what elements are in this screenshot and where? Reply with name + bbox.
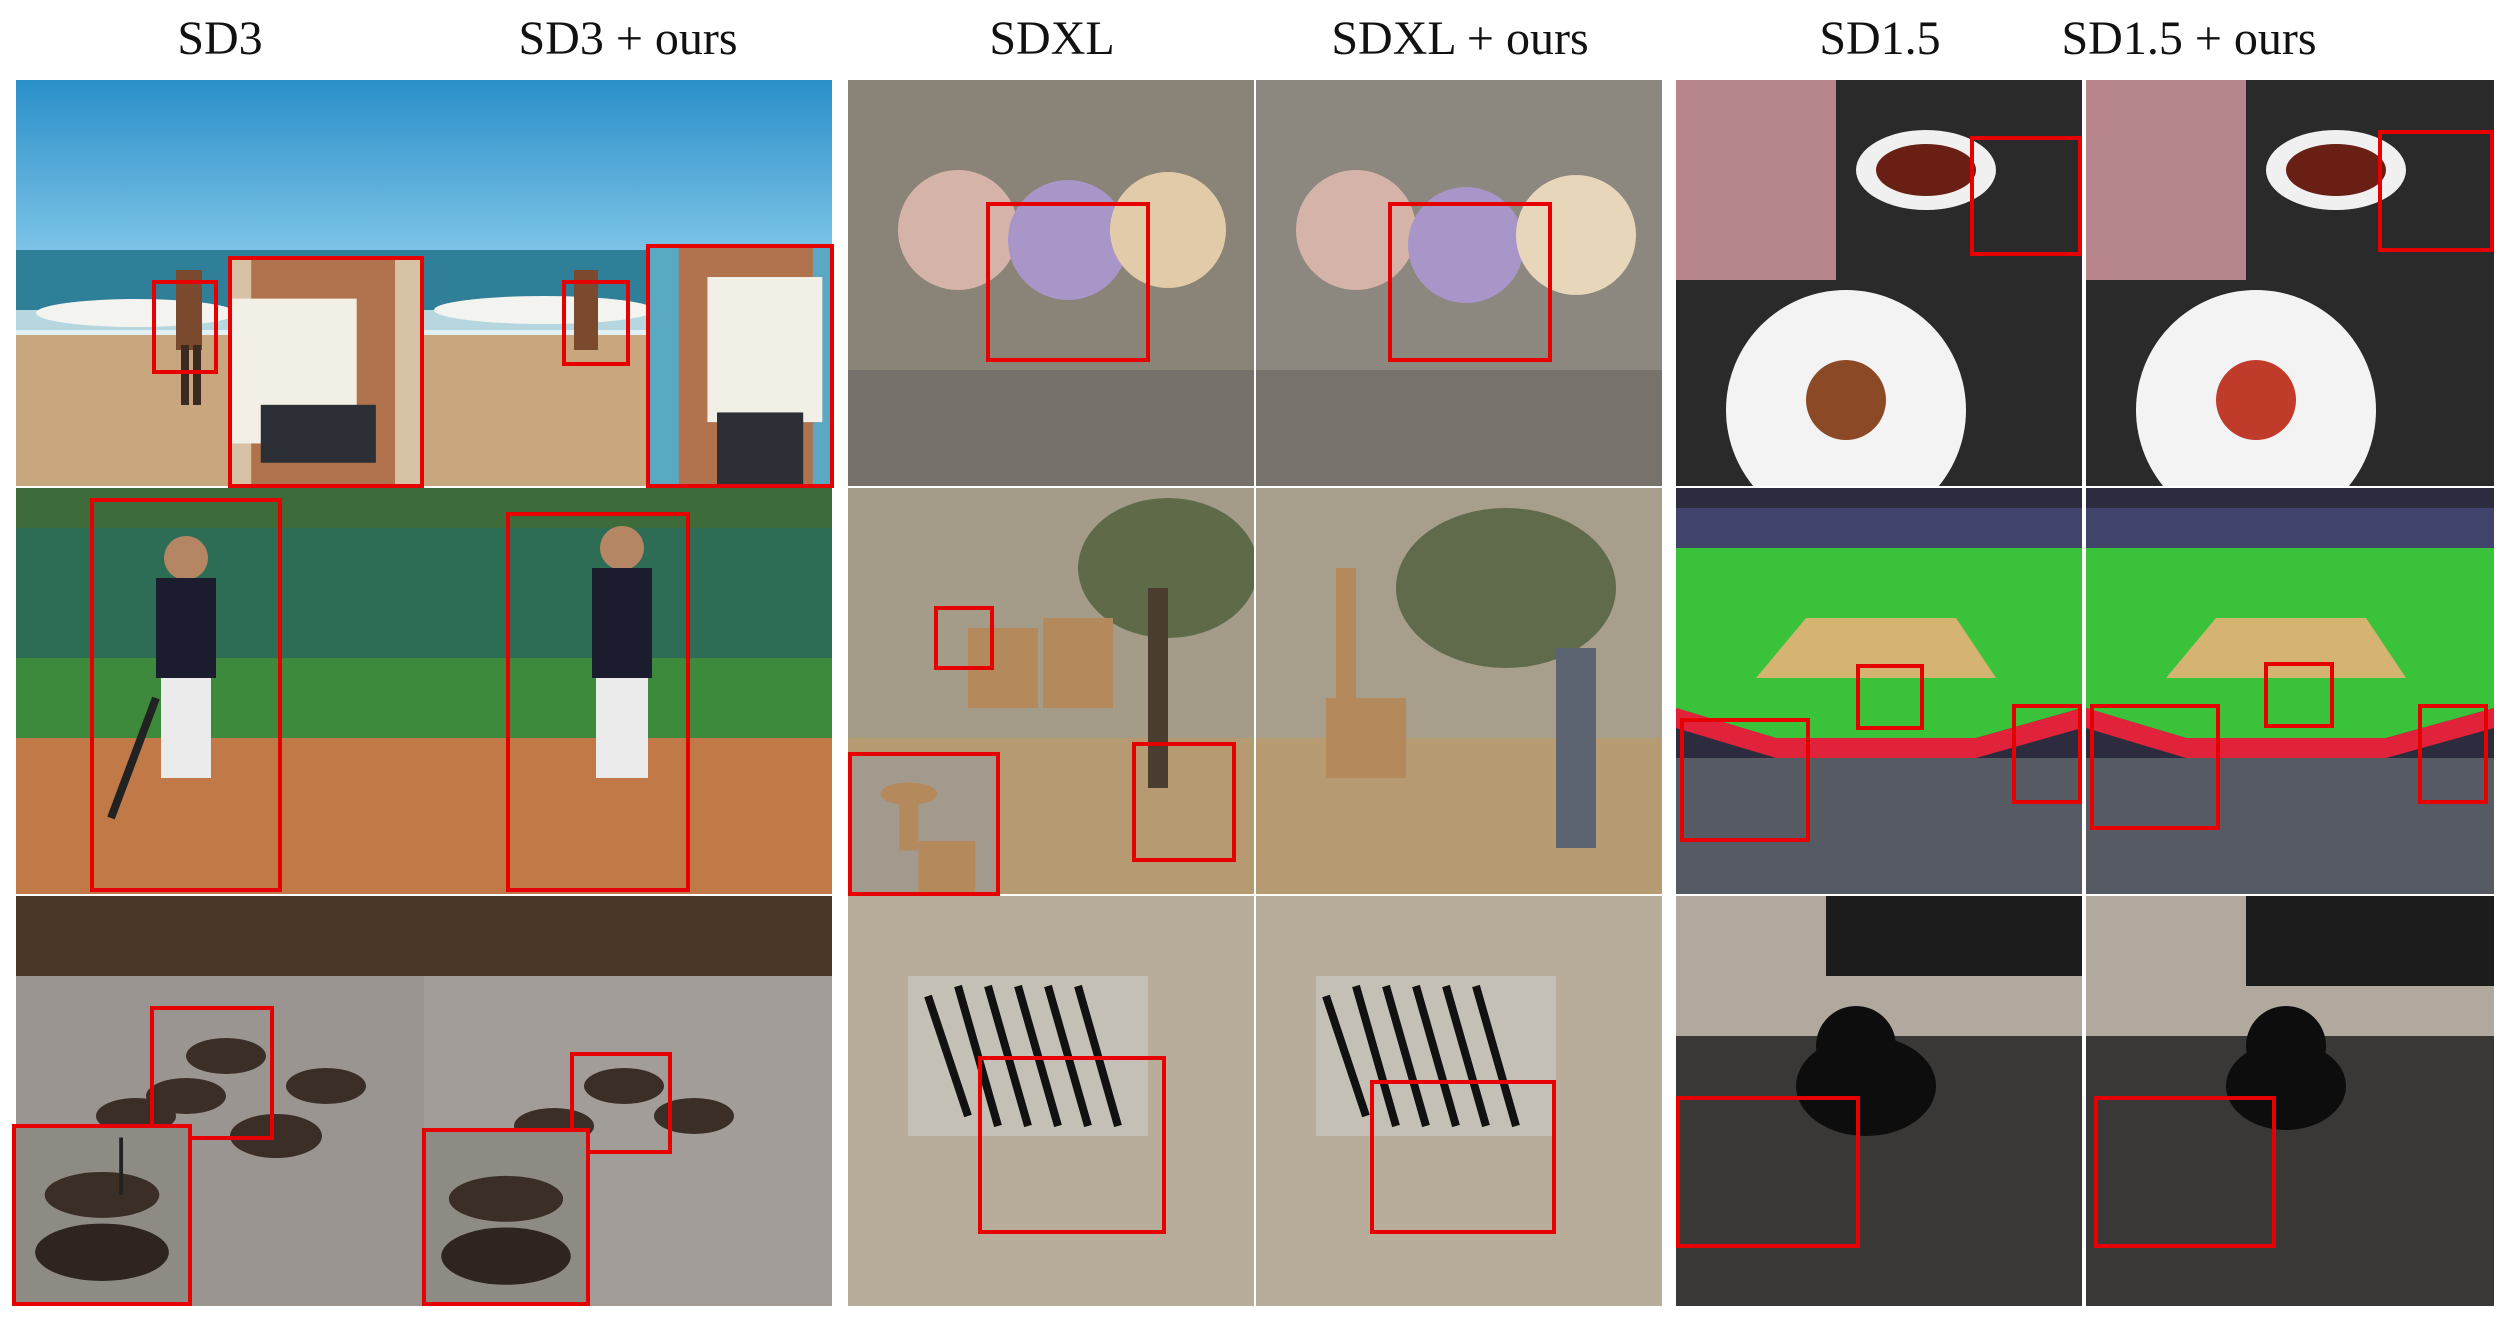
image-sdxl-ours-bears (1256, 80, 1662, 486)
highlight-box (2378, 130, 2494, 252)
column-title-sdxl: SDXL (989, 12, 1115, 65)
highlight-box (2264, 662, 2334, 728)
highlight-box (152, 280, 218, 374)
column-title-sd3: SD3 (177, 12, 263, 65)
highlight-box (2012, 704, 2082, 804)
highlight-box (1676, 1096, 1860, 1248)
zoom-inset (422, 1128, 590, 1306)
highlight-box (506, 512, 690, 892)
image-sdxl-ours-giraffes (1256, 488, 1662, 894)
highlight-box (1132, 742, 1236, 862)
image-sdxl-ours-zebras (1256, 896, 1662, 1306)
highlight-box (570, 1052, 672, 1154)
highlight-box (986, 202, 1150, 362)
highlight-box (562, 280, 630, 366)
column-title-sd15-ours: SD1.5 + ours (2061, 12, 2317, 65)
image-sd15-stadium (1676, 488, 2082, 894)
highlight-box (1370, 1080, 1556, 1234)
highlight-box (1680, 718, 1810, 842)
highlight-box (1388, 202, 1552, 362)
image-sd3-ours-baseball (424, 488, 832, 894)
highlight-box (934, 606, 994, 670)
image-sd15-ours-cat (2086, 896, 2494, 1306)
highlight-box (150, 1006, 274, 1140)
highlight-box (1856, 664, 1924, 730)
image-sdxl-bears (848, 80, 1254, 486)
column-title-sd3-ours: SD3 + ours (518, 12, 738, 65)
zoom-inset (12, 1124, 192, 1306)
highlight-box (2090, 704, 2220, 830)
highlight-box (1970, 136, 2082, 256)
zoom-inset (646, 244, 834, 488)
highlight-box (2094, 1096, 2276, 1248)
highlight-box (90, 498, 282, 892)
zoom-inset (228, 256, 424, 488)
image-sd15-ours-food (2086, 80, 2494, 486)
image-sd15-food (1676, 80, 2082, 486)
image-sd15-cat (1676, 896, 2082, 1306)
image-sd3-baseball (16, 488, 424, 894)
zoom-inset (848, 752, 1000, 896)
column-title-sd15: SD1.5 (1819, 12, 1941, 65)
highlight-box (978, 1056, 1166, 1234)
highlight-box (2418, 704, 2488, 804)
column-title-sdxl-ours: SDXL + ours (1331, 12, 1589, 65)
